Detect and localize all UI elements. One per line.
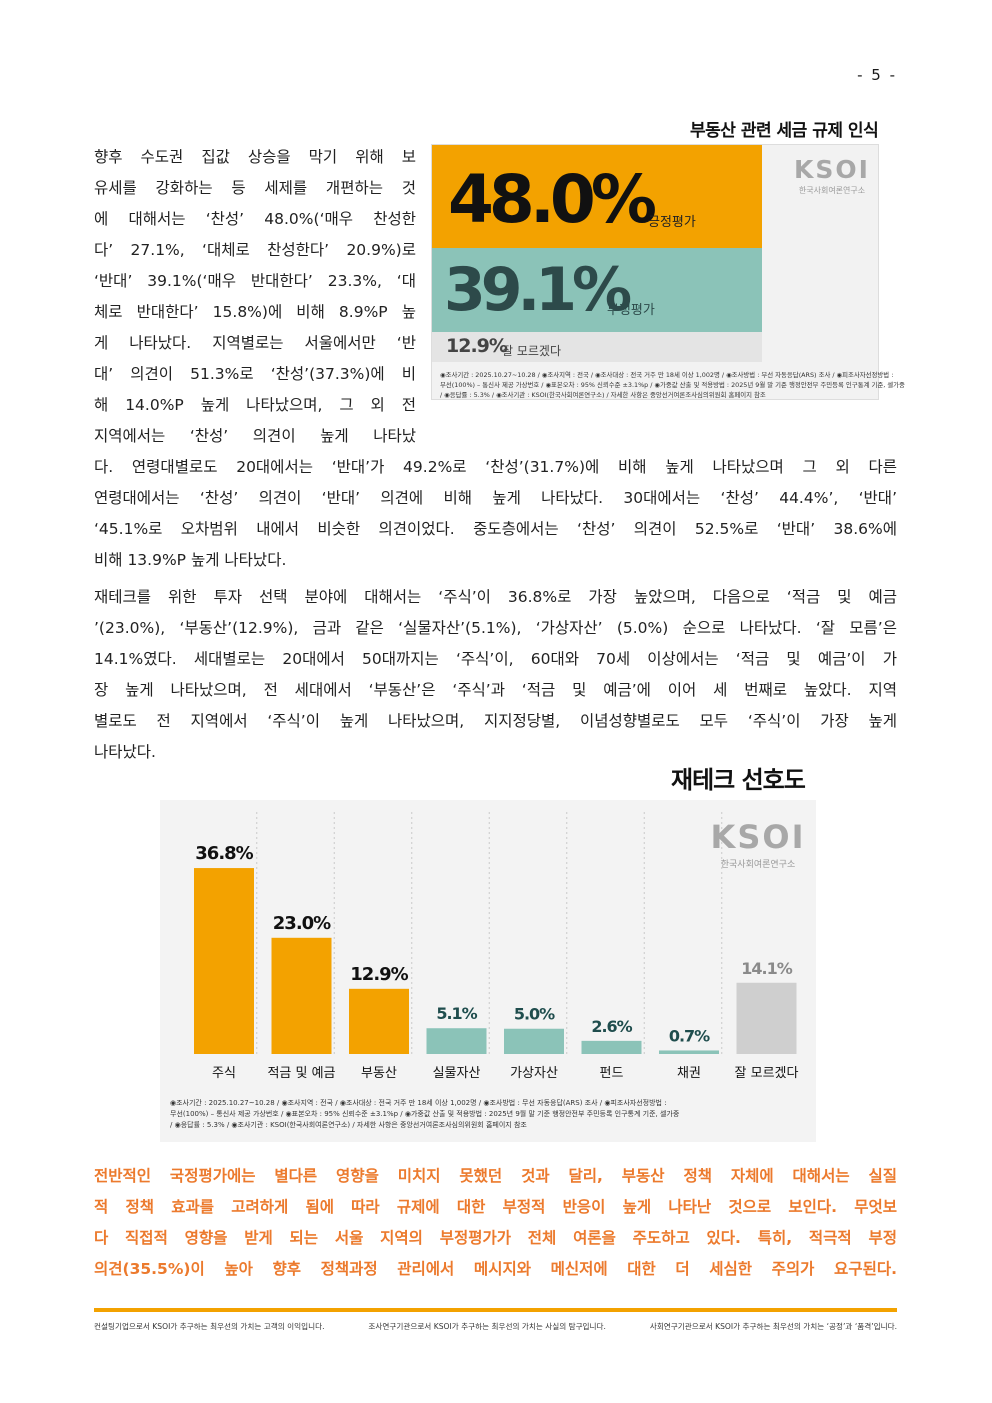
note-line: / ◉응답률 : 5.3% / ◉조사기관 : KSOI(한국사회여론연구소) …: [170, 1121, 527, 1129]
figure2-note: ◉조사기간 : 2025.10.27~10.28 / ◉조사지역 : 전국 / …: [170, 1098, 679, 1131]
bar-6: [581, 1040, 642, 1054]
footer-divider: [94, 1308, 897, 1312]
category-label: 실물자산: [433, 1066, 481, 1081]
logo-mark: KSOI: [794, 155, 870, 184]
data-label: 36.8%: [195, 843, 253, 864]
dontknow-label: 잘 모르겠다: [502, 344, 562, 358]
paragraph-investment: 재테크를 위한 투자 선택 분야에 대해서는 ‘주식’이 36.8%로 가장 높…: [94, 582, 897, 768]
paragraph-tax-reform: 향후 수도권 집값 상승을 막기 위해 보 유세를 강화하는 등 세제를 개편하…: [94, 142, 897, 576]
data-label: 23.0%: [273, 913, 331, 934]
text-line: 별로도 전 지역에서 ‘주식’이 높게 나타났으며, 지지정당별, 이념성향별로…: [94, 712, 897, 730]
highlight-line: 다 직접적 영향을 받게 되는 서울 지역의 부정평가가 전체 여론을 주도하고…: [94, 1229, 897, 1247]
category-label: 부동산: [361, 1066, 397, 1081]
data-label: 12.9%: [350, 964, 408, 985]
text-line: 유세를 강화하는 등 세제를 개편하는 것: [94, 179, 416, 197]
text-line: ‘45.1%로 오차범위 내에서 비슷한 의견이었다. 중도층에서는 ‘찬성’ …: [94, 520, 897, 538]
ksoi-logo: KSOI 한국사회여론연구소: [708, 818, 808, 870]
text-line: 향후 수도권 집값 상승을 막기 위해 보: [94, 148, 416, 166]
positive-label: 긍정평가: [648, 215, 696, 230]
text-line: 대’ 의견이 51.3%로 ‘찬성’(37.3%)에 비: [94, 365, 416, 383]
text-line: 연령대에서는 ‘찬성’ 의견이 ‘반대’ 의견에 비해 높게 나타났다. 30대…: [94, 489, 897, 507]
data-label: 5.0%: [514, 1005, 555, 1024]
negative-bar: [432, 248, 762, 332]
dontknow-value: 12.9%: [446, 335, 508, 357]
note-line: 무선(100%) – 통신사 제공 가상번호 / ◉표본오차 : 95% 신뢰수…: [440, 381, 905, 389]
negative-value: 39.1%: [444, 255, 632, 325]
text-line: 다. 연령대별로도 20대에서는 ‘반대’가 49.2%로 ‘찬성’(31.7%…: [94, 458, 897, 476]
positive-bar: [432, 145, 762, 248]
highlight-line: 전반적인 국정평가에는 별다른 영향을 미치지 못했던 것과 달리, 부동산 정…: [94, 1167, 897, 1185]
text-line: 비해 13.9%P 높게 나타났다.: [94, 551, 287, 569]
bar-7: [659, 1050, 719, 1054]
category-label: 잘 모르겠다: [735, 1066, 799, 1081]
logo-mark: KSOI: [710, 818, 806, 856]
highlight-line: 의견(35.5%)이 높아 향후 정책과정 관리에서 메시지와 메신저에 대한 …: [94, 1260, 897, 1278]
ksoi-logo: KSOI 한국사회여론연구소: [792, 155, 872, 196]
text-line: ’(23.0%), ‘부동산’(12.9%), 금과 같은 ‘실물자산’(5.1…: [94, 619, 897, 637]
text-line: ‘반대’ 39.1%(‘매우 반대한다’ 23.3%, ‘대: [94, 272, 416, 290]
dontknow-bar: [432, 332, 762, 362]
text-line: 해 14.0%P 높게 나타났으며, 그 외 전: [94, 396, 416, 414]
data-label: 0.7%: [669, 1026, 710, 1045]
bar-4: [426, 1028, 487, 1054]
note-line: 무선(100%) – 통신사 제공 가상번호 / ◉표본오차 : 95% 신뢰수…: [170, 1110, 680, 1118]
note-line: / ◉응답률 : 5.3% / ◉조사기관 : KSOI(한국사회여론연구소) …: [440, 391, 766, 399]
bar-1: [194, 868, 254, 1054]
data-label: 5.1%: [436, 1004, 477, 1023]
note-line: ◉조사기간 : 2025.10.27~10.28 / ◉조사지역 : 전국 / …: [170, 1099, 667, 1107]
bar-2: [271, 937, 332, 1054]
figure1-note: ◉조사기간 : 2025.10.27~10.28 / ◉조사지역 : 전국 / …: [440, 370, 905, 400]
text-line: 지역에서는 ‘찬성’ 의견이 높게 나타났: [94, 427, 416, 445]
figure1-tax-perception: 48.0% 긍정평가 39.1% 부정평가 12.9% 잘 모르겠다 KSOI …: [431, 144, 905, 400]
bar-chart: 36.8% 주식 23.0% 적금 및 예금 12.9% 부동산 5.1% 실물자산 5.0% 가…: [194, 812, 799, 1081]
positive-value: 48.0%: [448, 161, 657, 238]
bar-5: [504, 1028, 564, 1054]
text-line: 체로 반대한다’ 15.8%)에 비해 8.9%P 높: [94, 303, 416, 321]
highlight-line: 적 정책 효과를 고려하게 됨에 따라 규제에 대한 부정적 반응이 높게 나타…: [94, 1198, 897, 1216]
logo-subtitle: 한국사회여론연구소: [720, 860, 796, 870]
bar-3: [349, 988, 409, 1054]
text-line: 다’ 27.1%, ‘대체로 찬성한다’ 20.9%)로: [94, 241, 416, 259]
figure2-investment-chart: 36.8% 주식 23.0% 적금 및 예금 12.9% 부동산 5.1% 실물자산 5.0% 가…: [160, 800, 816, 1142]
page-number: - 5 -: [857, 66, 897, 84]
figure2-title: 재테크 선호도: [671, 766, 806, 794]
category-label: 채권: [677, 1066, 701, 1081]
footer: 컨설팅기업으로서 KSOI가 추구하는 최우선의 가치는 고객의 이익입니다. …: [94, 1321, 897, 1332]
text-line: 14.1%였다. 세대별로는 20대에서 50대까지는 ‘주식’이, 60대와 …: [94, 650, 897, 668]
highlight-conclusion: 전반적인 국정평가에는 별다른 영향을 미치지 못했던 것과 달리, 부동산 정…: [94, 1161, 897, 1285]
category-label: 주식: [212, 1066, 236, 1081]
text-line: 장 높게 나타났으며, 전 세대에서 ‘부동산’은 ‘주식’과 ‘적금 및 예금…: [94, 681, 897, 699]
logo-subtitle: 한국사회여론연구소: [798, 186, 866, 195]
text-line: 게 나타났다. 지역별로는 서울에서만 ‘반: [94, 334, 416, 352]
footer-text: 컨설팅기업으로서 KSOI가 추구하는 최우선의 가치는 고객의 이익입니다.: [94, 1322, 325, 1331]
footer-text: 사회연구기관으로서 KSOI가 추구하는 최우선의 가치는 ‘공정’과 ‘품격’…: [649, 1322, 897, 1331]
text-line: 나타났다.: [94, 743, 156, 761]
category-label: 적금 및 예금: [267, 1066, 335, 1081]
data-label: 14.1%: [741, 959, 792, 978]
text-line: 재테크를 위한 투자 선택 분야에 대해서는 ‘주식’이 36.8%로 가장 높…: [94, 588, 897, 606]
footer-text: 조사연구기관으로서 KSOI가 추구하는 최우선의 가치는 사실의 탐구입니다.: [368, 1322, 606, 1331]
text-line: 에 대해서는 ‘찬성’ 48.0%(‘매우 찬성한: [94, 210, 416, 228]
category-label: 가상자산: [510, 1066, 558, 1081]
bar-8: [736, 982, 797, 1054]
note-line: ◉조사기간 : 2025.10.27~10.28 / ◉조사지역 : 전국 / …: [440, 371, 894, 379]
data-label: 2.6%: [591, 1017, 632, 1036]
category-label: 펀드: [600, 1066, 624, 1081]
negative-label: 부정평가: [607, 303, 655, 318]
figure1-title: 부동산 관련 세금 규제 인식: [690, 121, 879, 141]
